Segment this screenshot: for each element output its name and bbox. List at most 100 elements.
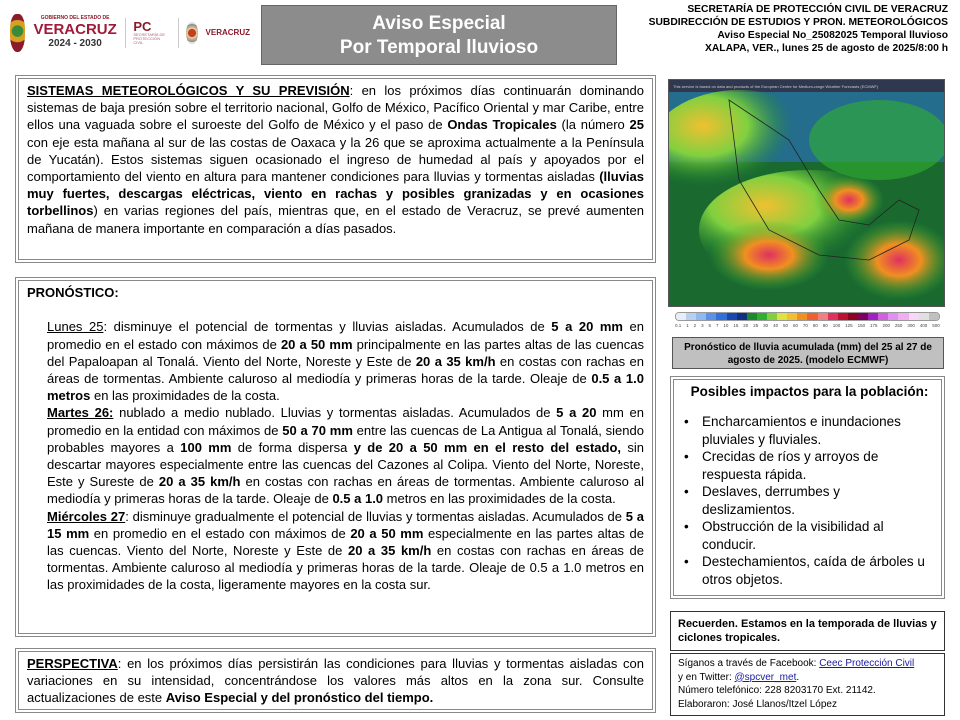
text-segment: (lluvias muy fuertes, descargas eléctric… bbox=[27, 169, 644, 219]
text-segment: ) en varias regiones del país, mientras … bbox=[27, 203, 644, 236]
punctuation: . bbox=[796, 671, 800, 683]
text-segment: : en los próximos días continuarán domin… bbox=[27, 83, 644, 133]
text-segment: 20 a 35 km/h bbox=[347, 543, 432, 559]
legend-label: 7 bbox=[715, 323, 719, 328]
text-segment: de forma dispersa bbox=[231, 439, 354, 455]
legend-label: 25 bbox=[753, 323, 759, 328]
text-segment: nublado a medio nublado. Lluvias y torme… bbox=[113, 405, 557, 421]
twitter-link[interactable]: @spcver_met bbox=[734, 671, 797, 683]
legend-label: 150 bbox=[857, 323, 866, 328]
rainfall-forecast-map: This service is based on data and produc… bbox=[668, 79, 945, 307]
legend-label: 40 bbox=[773, 323, 779, 328]
text-segment: en costas con rachas en áreas de torment… bbox=[47, 474, 644, 507]
twitter-label: y en Twitter: bbox=[678, 671, 735, 683]
legend-label: 2 bbox=[693, 323, 697, 328]
title-line-1: Aviso Especial bbox=[372, 13, 506, 34]
text-segment: especialmente en las partes altas de las… bbox=[47, 525, 644, 559]
forecast-tuesday: Martes 26: nublado a medio nublado. Lluv… bbox=[27, 404, 644, 507]
legend-label: 5 bbox=[708, 323, 712, 328]
legend-swatch bbox=[696, 313, 707, 320]
legend-label: 90 bbox=[822, 323, 828, 328]
text-segment: 20 a 50 mm bbox=[280, 336, 353, 352]
agency-header: SECRETARÍA DE PROTECCIÓN CIVIL DE VERACR… bbox=[618, 3, 948, 55]
text-segment: principalmente en las partes altas de la… bbox=[47, 336, 645, 369]
legend-swatch bbox=[878, 313, 889, 320]
legend-swatch bbox=[807, 313, 818, 320]
text-segment: 5 a 20 mm bbox=[551, 319, 623, 335]
legend-swatch bbox=[716, 313, 727, 320]
forecast-wednesday: Miércoles 27: disminuye gradualmente el … bbox=[27, 508, 644, 594]
text-segment: 20 a 35 km/h bbox=[158, 474, 241, 490]
impacts-heading: Posibles impactos para la población: bbox=[690, 384, 929, 399]
text-segment: SISTEMAS METEOROLÓGICOS Y SU PREVISIÓN bbox=[27, 83, 350, 98]
legend-label: 0.1 bbox=[675, 323, 682, 328]
text-segment: Lunes 25 bbox=[47, 319, 104, 335]
legend-label: 500 bbox=[932, 323, 940, 328]
impact-item: Encharcamientos e inundaciones pluviales… bbox=[684, 413, 935, 448]
legend-swatch bbox=[888, 313, 899, 320]
text-segment: en las proximidades de la costa. bbox=[90, 388, 280, 404]
legend-label: 3 bbox=[701, 323, 704, 328]
text-segment: entre las cuencas de La Antigua al Tonal… bbox=[47, 422, 644, 455]
legend-swatch bbox=[928, 313, 939, 320]
perspectiva-section: PERSPECTIVA: en los próximos días persis… bbox=[15, 648, 656, 713]
impact-item: Crecidas de ríos y arroyos de respuesta … bbox=[684, 448, 935, 483]
map-legend: 0.1 1 2 3 5 7 10 15 20 25 30 40 50 60 70 80 90 100 125 150 1… bbox=[675, 312, 940, 328]
impact-item: Obstrucción de la visibilidad al conduci… bbox=[684, 518, 935, 553]
text-segment: 20 a 50 mm bbox=[350, 525, 424, 541]
legend-label: 50 bbox=[783, 323, 789, 328]
legend-label: 20 bbox=[743, 323, 749, 328]
legend-label: 15 bbox=[733, 323, 739, 328]
text-segment: 0.5 a 1.0 bbox=[332, 491, 384, 507]
legend-swatch bbox=[847, 313, 858, 320]
legend-swatch bbox=[908, 313, 919, 320]
phone-number: Número telefónico: 228 8203170 Ext. 2114… bbox=[678, 685, 876, 696]
text-segment: 0.5 a 1.0 metros bbox=[47, 371, 644, 404]
season-reminder: Recuerden. Estamos en la temporada de ll… bbox=[670, 611, 945, 651]
page-title: Aviso Especial Por Temporal lluvioso bbox=[261, 5, 617, 65]
legend-swatch bbox=[837, 313, 848, 320]
text-segment: Ondas Tropicales bbox=[447, 117, 557, 133]
facebook-link[interactable]: Ceec Protección Civil bbox=[819, 658, 915, 669]
logos: GOBIERNO DEL ESTADO DE VERACRUZ 2024 - 203… bbox=[10, 10, 250, 55]
text-segment: Aviso Especial y del pronóstico del tiem… bbox=[165, 690, 434, 706]
legend-swatch bbox=[777, 313, 788, 320]
legend-swatch bbox=[918, 313, 929, 320]
veracruz-coat-of-arms-logo bbox=[10, 13, 26, 52]
text-segment: 100 mm bbox=[180, 439, 232, 455]
impacts-box: Posibles impactos para la población: Enc… bbox=[670, 376, 945, 599]
government-logo: GOBIERNO DEL ESTADO DE VERACRUZ 2024 - 203… bbox=[33, 15, 117, 49]
text-segment: Miércoles 27 bbox=[47, 508, 126, 524]
legend-swatch bbox=[726, 313, 737, 320]
legend-label: 100 bbox=[832, 323, 841, 328]
text-segment: 25 bbox=[629, 117, 644, 133]
impact-item: Destechamientos, caída de árboles u otro… bbox=[684, 553, 935, 588]
legend-label: 10 bbox=[723, 323, 729, 328]
legend-swatch bbox=[746, 313, 757, 320]
legend-label: 200 bbox=[882, 323, 890, 328]
pronostico-text: PRONÓSTICO: Lunes 25: disminuye el poten… bbox=[18, 280, 653, 634]
legend-label: 125 bbox=[845, 323, 853, 328]
contact-box: Síganos a través de Facebook: Ceec Prote… bbox=[670, 653, 945, 716]
legend-swatch bbox=[766, 313, 778, 320]
map-caption: Pronóstico de lluvia acumulada (mm) del … bbox=[672, 337, 944, 369]
text-segment: 5 a 20 bbox=[556, 405, 597, 421]
text-segment: con eje esta mañana al sur de las costas… bbox=[27, 134, 644, 185]
perspectiva-text: PERSPECTIVA: en los próximos días persis… bbox=[18, 651, 653, 710]
legend-colorbar bbox=[675, 312, 940, 321]
legend-label: 80 bbox=[812, 323, 818, 328]
legend-swatch bbox=[706, 313, 717, 320]
title-line-2: Por Temporal lluvioso bbox=[339, 37, 539, 58]
legend-swatch bbox=[817, 313, 828, 320]
header-line: XALAPA, VER., lunes 25 de agosto de 2025… bbox=[704, 43, 948, 54]
legend-swatch bbox=[827, 313, 838, 320]
header-line: SUBDIRECCIÓN DE ESTUDIOS Y PRON. METEORO… bbox=[648, 17, 948, 28]
legend-label: 175 bbox=[870, 323, 878, 328]
divider bbox=[124, 17, 126, 48]
legend-swatch bbox=[736, 313, 747, 320]
sistemas-text: SISTEMAS METEOROLÓGICOS Y SU PREVISIÓN: … bbox=[18, 78, 653, 260]
impact-item: Deslaves, derrumbes y deslizamientos. bbox=[684, 483, 935, 518]
legend-label: 30 bbox=[763, 323, 769, 328]
text-segment: en promedio en el estado con máximos de bbox=[89, 525, 351, 541]
text-segment: en promedio en el estado con máximos de bbox=[47, 319, 644, 352]
